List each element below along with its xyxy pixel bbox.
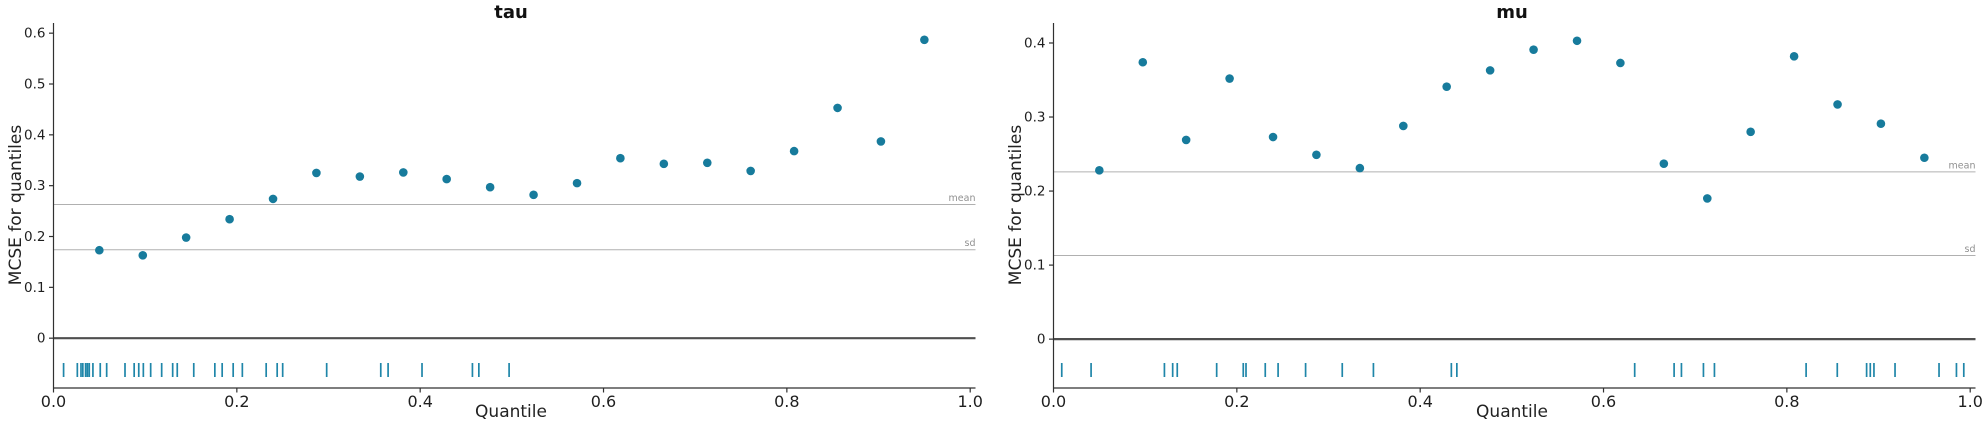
data-point — [572, 178, 582, 188]
y-tick-label: 0 — [1037, 332, 1046, 348]
data-point — [789, 146, 799, 156]
data-point — [1485, 66, 1495, 75]
data-point — [1702, 194, 1712, 203]
y-tick-label: 0.2 — [1024, 184, 1045, 200]
y-axis-label-tau: MCSE for quantiles — [6, 124, 26, 286]
data-point — [1920, 153, 1929, 163]
data-point — [268, 194, 278, 204]
reference-label-mean: mean — [1949, 160, 1976, 171]
data-point — [1572, 36, 1582, 46]
x-tick-label: 1.0 — [957, 392, 982, 411]
panel-title-mu: mu — [1496, 2, 1528, 23]
x-axis-label-tau: Quantile — [475, 402, 547, 422]
x-tick-label: 0.2 — [1224, 392, 1249, 411]
y-tick-label: 0.1 — [1024, 258, 1045, 274]
reference-label-mean: mean — [949, 193, 976, 204]
data-point — [1833, 100, 1842, 109]
x-tick-label: 0.0 — [1041, 392, 1066, 411]
data-point — [702, 158, 712, 168]
y-tick-label: 0.5 — [24, 77, 45, 93]
x-tick-label: 0.6 — [591, 392, 616, 411]
reference-label-sd: sd — [1965, 244, 1976, 255]
data-point — [355, 172, 365, 181]
data-point — [1095, 166, 1104, 175]
x-tick-label: 0.0 — [41, 392, 66, 411]
x-tick-label: 0.6 — [1591, 392, 1616, 411]
y-tick-label: 0.4 — [1024, 35, 1045, 51]
data-point — [1876, 119, 1886, 128]
panel-title-tau: tau — [494, 2, 528, 23]
x-tick-label: 0.8 — [1774, 392, 1799, 411]
x-tick-label: 0.4 — [1407, 392, 1432, 411]
y-axis-label-mu: MCSE for quantiles — [1006, 124, 1026, 286]
data-point — [312, 168, 321, 178]
x-axis-label-mu: Quantile — [1476, 402, 1548, 422]
y-tick-label: 0.3 — [24, 178, 45, 194]
y-tick-label: 0.2 — [24, 229, 45, 245]
data-point — [1138, 57, 1148, 67]
data-point — [1442, 82, 1451, 91]
y-tick-label: 0.4 — [24, 127, 45, 143]
data-point — [1181, 135, 1191, 145]
data-point — [1746, 127, 1755, 137]
data-point — [1616, 58, 1625, 68]
data-point — [529, 190, 538, 200]
x-tick-label: 0.2 — [224, 392, 249, 411]
y-tick-label: 0 — [37, 331, 46, 347]
data-point — [1659, 159, 1669, 168]
y-tick-label: 0.3 — [1024, 110, 1045, 126]
data-point — [876, 137, 886, 146]
data-point — [833, 103, 842, 113]
data-point — [95, 245, 104, 255]
data-point — [659, 159, 669, 169]
data-point — [225, 214, 234, 224]
data-point — [138, 251, 148, 260]
data-point — [442, 174, 451, 184]
y-tick-label: 0.1 — [24, 280, 45, 296]
data-point — [746, 166, 755, 176]
data-point — [485, 182, 495, 192]
x-tick-label: 0.8 — [774, 392, 799, 411]
data-point — [920, 35, 929, 45]
data-point — [616, 153, 625, 163]
data-point — [1268, 132, 1278, 142]
data-point — [181, 233, 191, 242]
data-point — [1399, 121, 1408, 131]
data-point — [1225, 74, 1234, 83]
data-point — [1789, 52, 1799, 61]
x-tick-label: 1.0 — [1957, 392, 1982, 411]
data-point — [1529, 45, 1538, 54]
data-point — [399, 168, 408, 177]
y-tick-label: 0.6 — [24, 26, 45, 42]
data-point — [1312, 150, 1321, 160]
x-tick-label: 0.4 — [407, 392, 432, 411]
reference-label-sd: sd — [965, 238, 976, 249]
data-point — [1355, 163, 1365, 173]
